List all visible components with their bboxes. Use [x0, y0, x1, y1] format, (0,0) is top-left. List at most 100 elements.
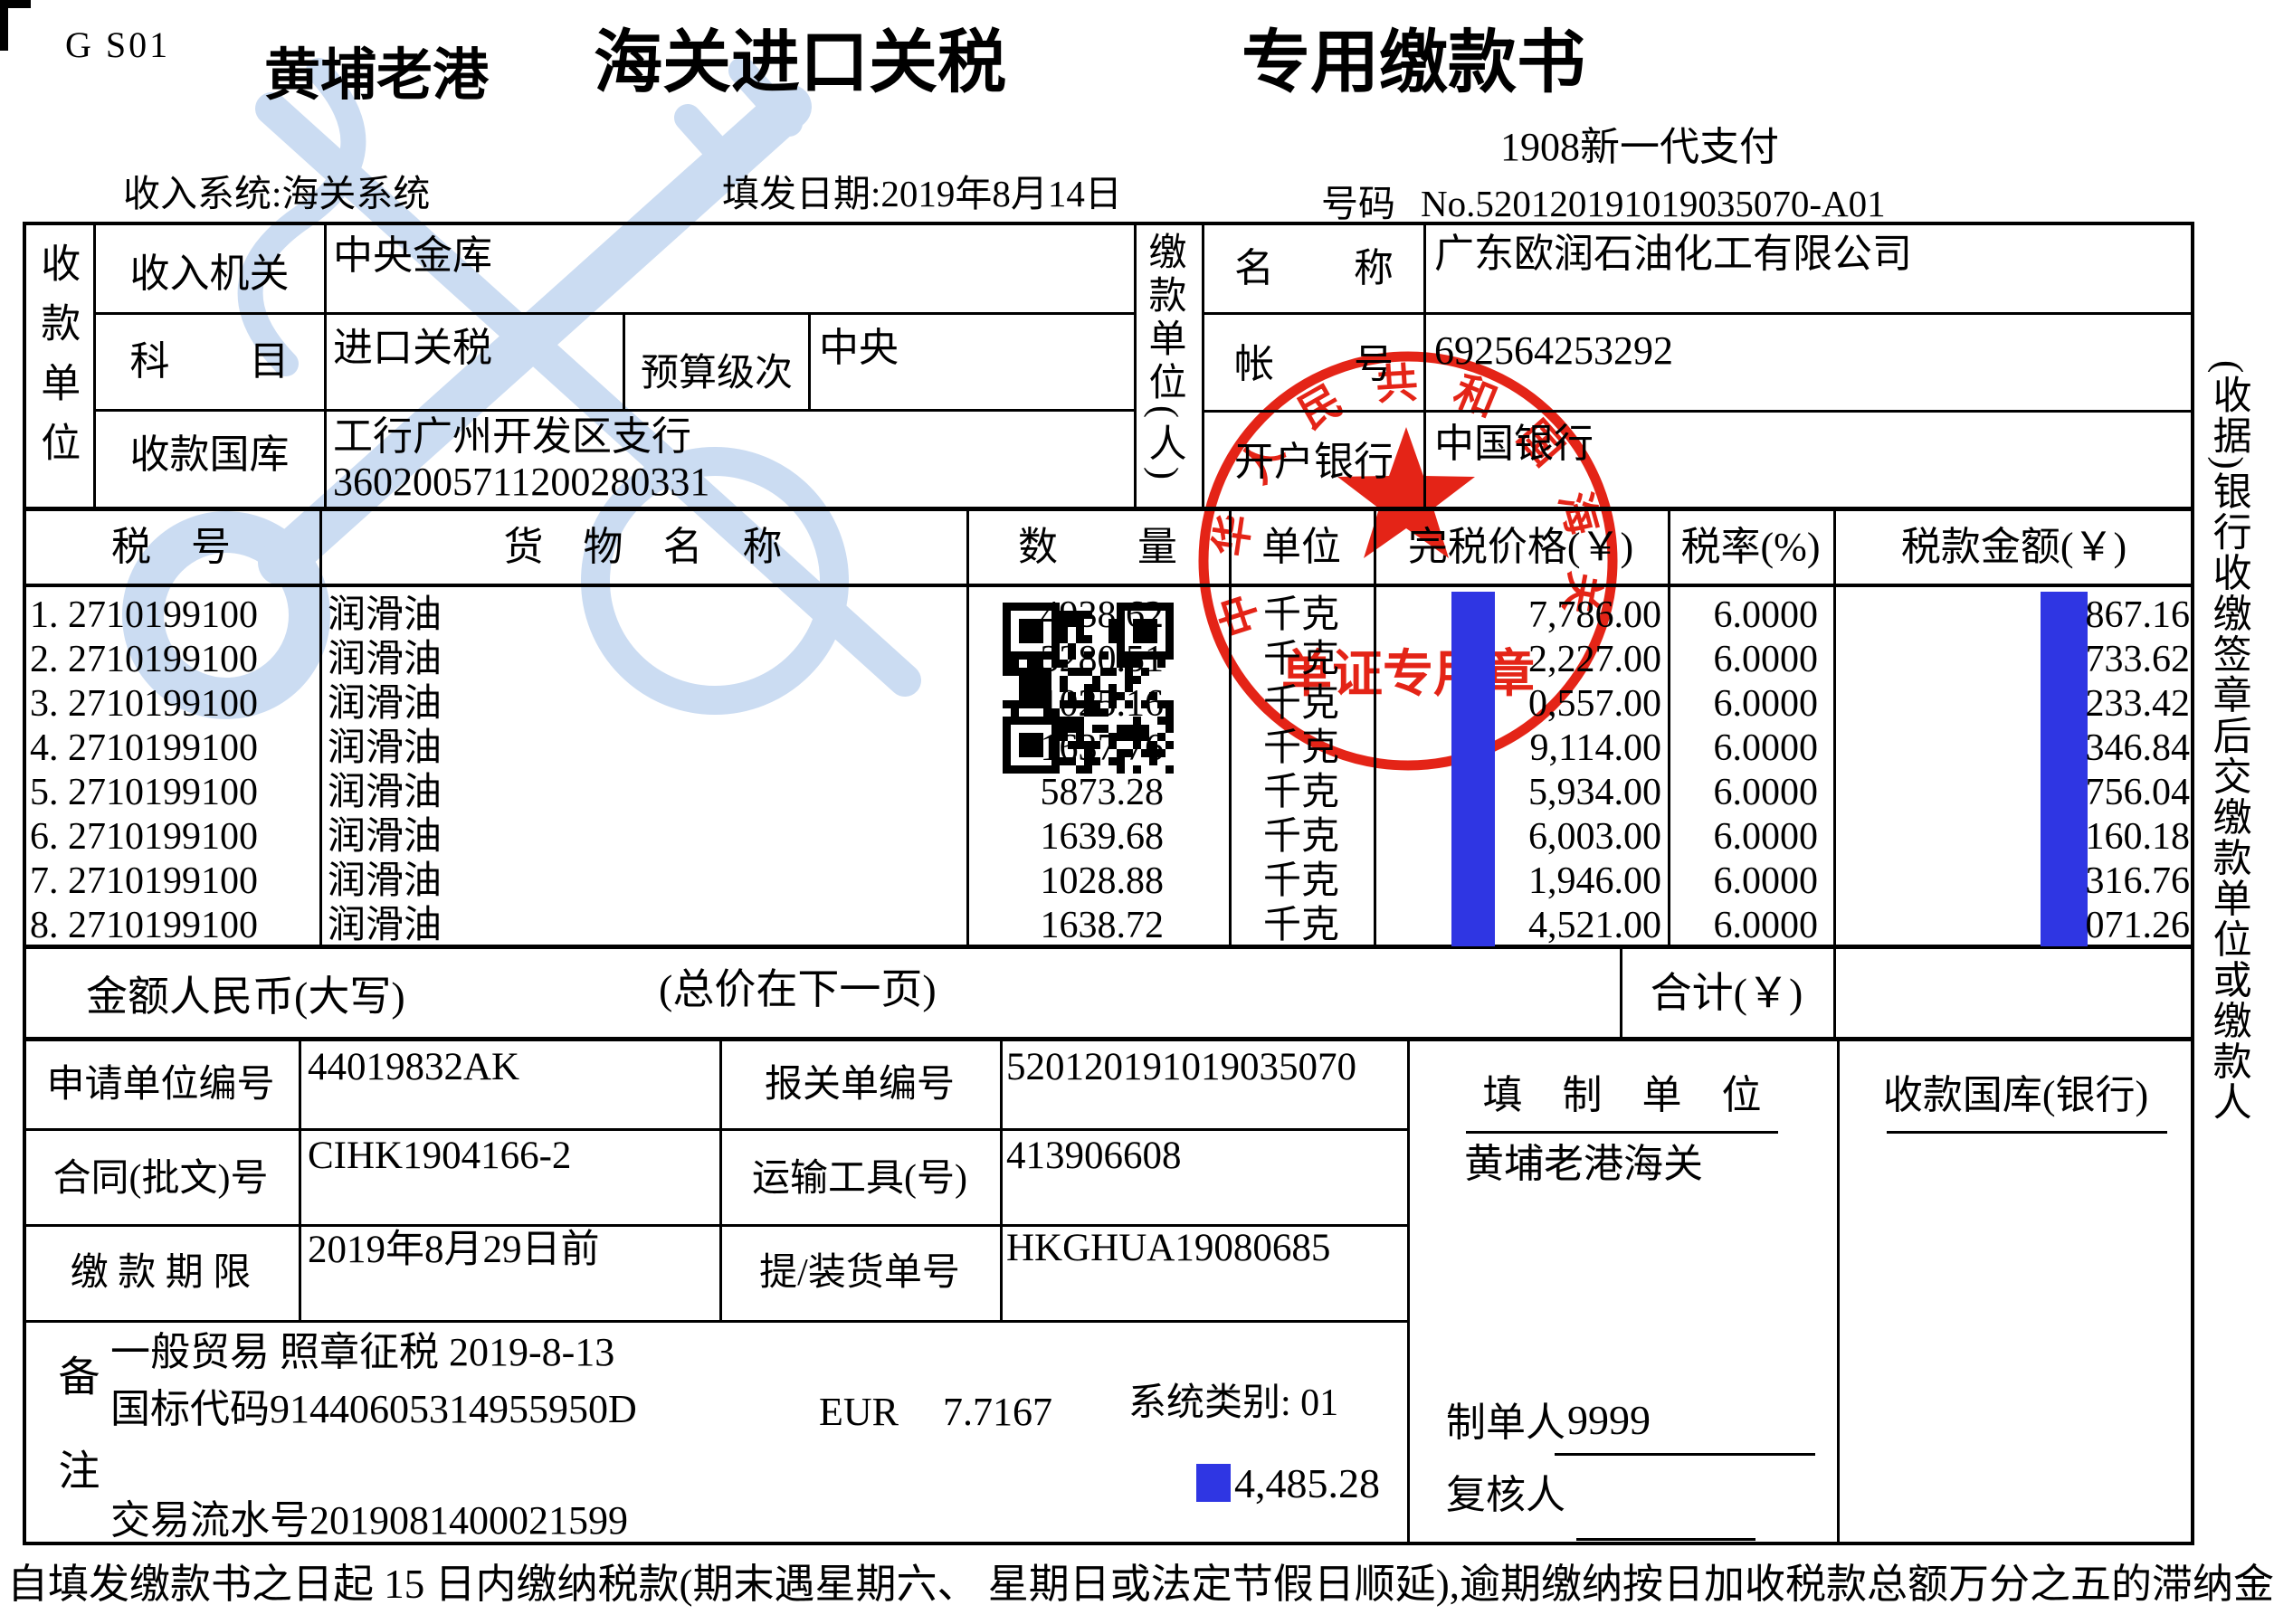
tax-row-no: 8. 2710199100: [30, 905, 258, 946]
tax-row-unit: 千克: [1262, 594, 1339, 636]
tax-row-rate: 6.0000: [1713, 905, 1819, 946]
tax-row-no: 7. 2710199100: [30, 860, 258, 902]
redaction-bar-amount: [2041, 592, 2088, 946]
remarks-currency: EUR: [819, 1390, 899, 1434]
receiver-row2-label: 科 目: [129, 339, 290, 384]
filler-unit-title: 填 制 单 位: [1482, 1073, 1762, 1117]
doc-title-right: 专用缴款书: [1242, 25, 1585, 101]
tax-row-goods: 润滑油: [328, 727, 442, 769]
tax-row-rate: 6.0000: [1713, 860, 1819, 902]
tax-row-no: 5. 2710199100: [30, 772, 258, 813]
remarks-fx-rate: 7.7167: [943, 1390, 1052, 1434]
tax-row-price: 2,227.00: [1528, 639, 1661, 680]
tax-row-price: 9,114.00: [1529, 727, 1661, 769]
remarks-line2: 国标代码91440605314955950D: [110, 1387, 637, 1431]
seal-star: [1337, 427, 1475, 558]
col-header-tax-no: 税 号: [111, 525, 231, 569]
tax-row-amount: 867.16: [2085, 594, 2191, 636]
declaration-no-label: 报关单编号: [764, 1064, 955, 1106]
tax-row-qty: 5873.28: [1040, 772, 1165, 813]
contract-no-label: 合同(批文)号: [52, 1158, 269, 1200]
tax-row-goods: 润滑油: [328, 860, 442, 902]
tax-row-amount: 346.84: [2085, 727, 2191, 769]
maker-value: 9999: [1567, 1397, 1651, 1443]
receiver-row3-label: 收款国库: [129, 432, 290, 477]
transport-no-label: 运输工具(号): [752, 1158, 967, 1200]
tax-row-rate: 6.0000: [1713, 727, 1819, 769]
declaration-no-value: 520120191019035070: [1006, 1046, 1356, 1088]
tax-row-unit: 千克: [1262, 816, 1339, 858]
doc-number: 号码 No.520120191019035070-A01: [1321, 183, 1886, 225]
tax-row-unit: 千克: [1262, 727, 1339, 769]
remarks-line1: 一般贸易 照章征税 2019-8-13: [110, 1330, 615, 1374]
tax-row-goods: 润滑油: [328, 683, 442, 725]
maker-label: 制单人: [1446, 1401, 1565, 1445]
maker-signature-line: [1555, 1453, 1815, 1456]
receiver-row1-value: 中央金库: [333, 233, 492, 278]
tax-row-price: 0,557.00: [1528, 683, 1661, 725]
tax-row-qty: 1639.68: [1040, 816, 1165, 858]
payer-name-value: 广东欧润石油化工有限公司: [1434, 232, 1912, 276]
tax-row-rate: 6.0000: [1713, 772, 1819, 813]
remarks-line3: 交易流水号2019081400021599: [110, 1498, 628, 1543]
applicant-code-label: 申请单位编号: [46, 1064, 275, 1106]
system-category: 系统类别: 01: [1128, 1382, 1339, 1424]
tax-row-qty: 1025.16: [1040, 683, 1165, 725]
col-header-qty: 数 量: [1018, 525, 1177, 569]
payment-deadline-value: 2019年8月29日前: [308, 1229, 600, 1271]
tax-row-price: 6,003.00: [1528, 816, 1661, 858]
treasury-bank-name: 工行广州开发区支行: [333, 414, 691, 459]
tax-row-no: 4. 2710199100: [30, 727, 258, 769]
contract-no-value: CIHK1904166-2: [308, 1135, 572, 1177]
tax-row-goods: 润滑油: [328, 816, 442, 858]
tax-row-price: 1,946.00: [1528, 860, 1661, 902]
col-header-amount: 税款金额(￥): [1900, 525, 2127, 569]
payment-generation: 1908新一代支付: [1500, 125, 1779, 169]
tax-row-goods: 润滑油: [328, 594, 442, 636]
payer-name-label: 名 称: [1234, 246, 1394, 290]
tax-row-amount: 316.76: [2085, 860, 2191, 902]
bill-of-lading-value: HKGHUA19080685: [1006, 1227, 1331, 1269]
fill-date: 填发日期:2019年8月14日: [722, 173, 1122, 214]
tax-row-qty: 1028.88: [1040, 860, 1165, 902]
port-name: 黄埔老港: [264, 45, 490, 107]
doc-number-label: 号码: [1321, 183, 1395, 224]
tax-row-qty: 1637.76: [1040, 727, 1165, 769]
filler-title-underline: [1466, 1131, 1778, 1134]
tax-row-qty: 1638.72: [1040, 905, 1165, 946]
tax-row-no: 6. 2710199100: [30, 816, 258, 858]
tax-row-amount: 733.62: [2085, 639, 2191, 680]
tax-row-no: 1. 2710199100: [30, 594, 258, 636]
payer-bank-value: 中国银行: [1434, 422, 1594, 466]
payer-account-label: 帐 号: [1234, 342, 1394, 386]
qr-code: [1003, 603, 1174, 774]
bill-of-lading-label: 提/装货单号: [759, 1252, 960, 1294]
treasury-title: 收款国库(银行): [1882, 1073, 2149, 1117]
budget-level-value: 中央: [819, 326, 899, 370]
receiver-side-label: 收款单位: [34, 242, 80, 481]
remarks-amount: 4,485.28: [1234, 1460, 1380, 1506]
amount-words-label: 金额人民币(大写): [86, 973, 405, 1020]
tax-row-amount: 071.26: [2085, 905, 2191, 946]
tax-row-unit: 千克: [1262, 860, 1339, 902]
budget-level-label: 预算级次: [640, 353, 793, 394]
amount-words-note: (总价在下一页): [659, 966, 937, 1012]
payer-side-label: 缴款单位(人): [1143, 232, 1185, 485]
doc-title-main: 海关进口关税: [594, 25, 1006, 101]
payment-deadline-label: 缴 款 期 限: [70, 1252, 252, 1294]
col-header-rate: 税率(%): [1680, 525, 1821, 569]
receiver-row1-label: 收入机关: [129, 252, 290, 296]
col-header-price: 完税价格(￥): [1407, 525, 1634, 569]
tax-row-rate: 6.0000: [1713, 594, 1819, 636]
tax-row-unit: 千克: [1262, 905, 1339, 946]
treasury-title-underline: [1887, 1131, 2167, 1134]
tax-row-goods: 润滑油: [328, 772, 442, 813]
receiver-row2-value: 进口关税: [333, 326, 492, 370]
applicant-code-value: 44019832AK: [308, 1046, 520, 1088]
remarks-side-label: 备注: [52, 1354, 100, 1543]
tax-row-rate: 6.0000: [1713, 639, 1819, 680]
scan-corner-mark: [0, 0, 31, 8]
payer-account-value: 692564253292: [1434, 328, 1673, 373]
redaction-box-total: [1196, 1464, 1231, 1502]
